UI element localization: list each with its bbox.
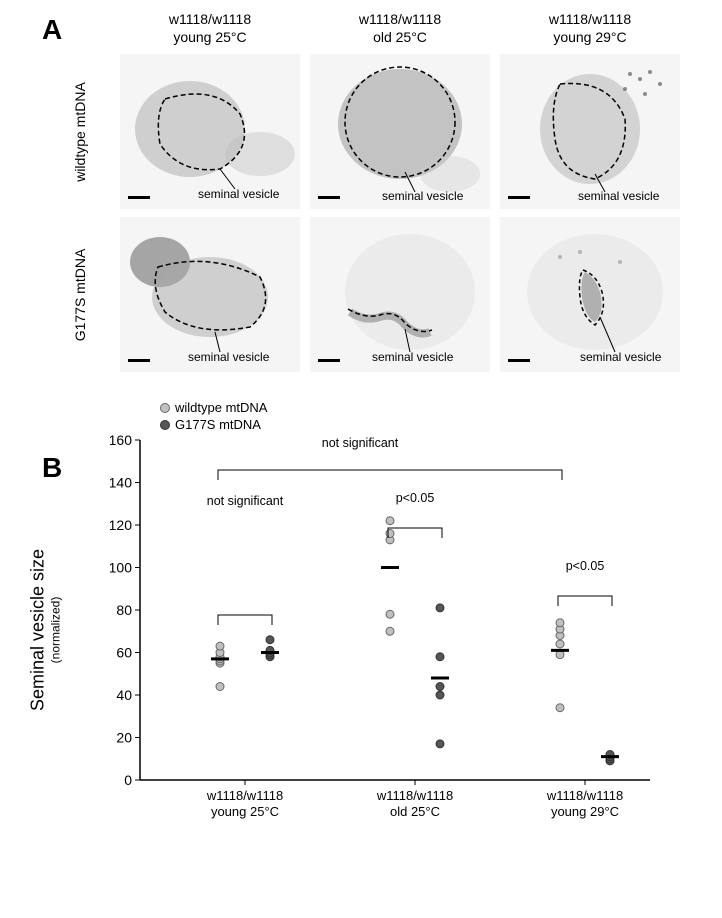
col-header-1: w1118/w1118 old 25°C (310, 10, 490, 46)
y-axis-label: Seminal vesicle size (normalized) (28, 549, 63, 711)
svg-text:w1118/w1118: w1118/w1118 (206, 788, 283, 803)
svg-text:w1118/w1118: w1118/w1118 (376, 788, 453, 803)
micrograph-1-0: seminal vesicle (120, 217, 300, 372)
svg-text:young 25°C: young 25°C (211, 804, 279, 819)
legend-marker-g177s (160, 420, 170, 430)
svg-text:young 29°C: young 29°C (551, 804, 619, 819)
svg-text:0: 0 (124, 772, 132, 788)
svg-text:140: 140 (110, 475, 132, 491)
annotation-0-2: seminal vesicle (578, 189, 659, 203)
chart-legend: wildtype mtDNA G177S mtDNA (160, 400, 267, 434)
svg-text:40: 40 (116, 687, 132, 703)
scale-bar-0-2 (508, 196, 530, 199)
y-axis-main: Seminal vesicle size (28, 549, 48, 711)
col-header-2-line2: young 29°C (553, 29, 626, 45)
micrograph-0-1: seminal vesicle (310, 54, 490, 209)
scale-bar-1-0 (128, 359, 150, 362)
annotation-1-2: seminal vesicle (580, 350, 661, 364)
legend-marker-wildtype (160, 403, 170, 413)
svg-text:120: 120 (110, 517, 132, 533)
scale-bar-0-1 (318, 196, 340, 199)
micrograph-container-1: seminal vesicle seminal vesicle (120, 217, 680, 372)
chart-svg: 020406080100120140160w1118/w1118young 25… (110, 430, 670, 830)
svg-text:100: 100 (110, 560, 132, 576)
annotation-0-0: seminal vesicle (198, 187, 279, 201)
col-header-2: w1118/w1118 young 29°C (500, 10, 680, 46)
annotation-0-1: seminal vesicle (382, 189, 463, 203)
scale-bar-0-0 (128, 196, 150, 199)
micrograph-row-0: wildtype mtDNA seminal vesicle (40, 54, 700, 209)
annotation-1-0: seminal vesicle (188, 350, 269, 364)
svg-text:p<0.05: p<0.05 (396, 491, 435, 505)
panel-a: w1118/w1118 young 25°C w1118/w1118 old 2… (40, 10, 700, 372)
scale-bar-1-1 (318, 359, 340, 362)
micrograph-container-0: seminal vesicle seminal vesicle (120, 54, 680, 209)
annotation-1-1: seminal vesicle (372, 350, 453, 364)
svg-text:160: 160 (110, 432, 132, 448)
micrograph-1-2: seminal vesicle (500, 217, 680, 372)
legend-label-wildtype: wildtype mtDNA (175, 400, 267, 415)
col-header-0: w1118/w1118 young 25°C (120, 10, 300, 46)
scatter-chart: Seminal vesicle size (normalized) 020406… (110, 430, 670, 830)
col-header-0-line2: young 25°C (173, 29, 246, 45)
svg-text:20: 20 (116, 730, 132, 746)
micrograph-1-1: seminal vesicle (310, 217, 490, 372)
micrograph-0-2: seminal vesicle (500, 54, 680, 209)
scale-bar-1-2 (508, 359, 530, 362)
svg-text:old 25°C: old 25°C (390, 804, 440, 819)
svg-text:p<0.05: p<0.05 (566, 559, 605, 573)
svg-text:not significant: not significant (322, 436, 399, 450)
svg-text:60: 60 (116, 645, 132, 661)
col-header-1-line1: w1118/w1118 (359, 11, 441, 27)
micrograph-row-1: G177S mtDNA seminal vesicle (40, 217, 700, 372)
svg-text:w1118/w1118: w1118/w1118 (546, 788, 623, 803)
svg-text:80: 80 (116, 602, 132, 618)
row-label-1: G177S mtDNA (72, 255, 88, 335)
y-axis-sub: (normalized) (49, 549, 63, 711)
svg-text:not significant: not significant (207, 494, 284, 508)
row-label-0: wildtype mtDNA (72, 92, 88, 172)
legend-item-wildtype: wildtype mtDNA (160, 400, 267, 415)
col-header-2-line1: w1118/w1118 (549, 11, 631, 27)
column-headers: w1118/w1118 young 25°C w1118/w1118 old 2… (120, 10, 700, 46)
col-header-0-line1: w1118/w1118 (169, 11, 251, 27)
panel-b: wildtype mtDNA G177S mtDNA Seminal vesic… (40, 430, 700, 830)
micrograph-0-0: seminal vesicle (120, 54, 300, 209)
col-header-1-line2: old 25°C (373, 29, 427, 45)
